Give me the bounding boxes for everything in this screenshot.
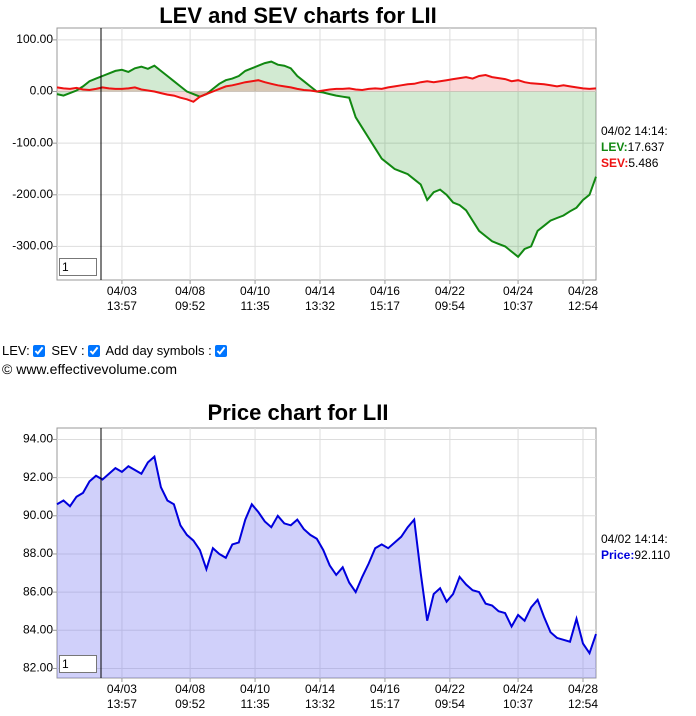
readout-label: LEV: <box>601 140 628 154</box>
day-symbols-checkbox[interactable] <box>214 345 227 357</box>
readout-value: 17.637 <box>628 140 665 154</box>
sev-checkbox[interactable] <box>87 345 100 357</box>
area <box>57 61 596 257</box>
plot-area <box>56 27 597 281</box>
x-tick-time: 09:54 <box>435 697 465 711</box>
line <box>56 60 597 259</box>
readout-time: 04/02 14:14: <box>601 124 668 138</box>
x-tick-time: 13:32 <box>305 299 335 313</box>
x-tick-time: 10:37 <box>503 697 533 711</box>
readout-label: SEV: <box>601 156 628 170</box>
y-tick-label: -200.00 <box>12 187 53 201</box>
x-tick-time: 09:52 <box>175 299 205 313</box>
y-tick-label: 88.00 <box>23 546 53 560</box>
x-tick-label: 04/28 <box>568 284 598 298</box>
x-tick-time: 15:17 <box>370 299 400 313</box>
readout-time: 04/02 14:14: <box>601 532 668 546</box>
area <box>57 75 596 102</box>
x-tick-time: 11:35 <box>240 299 269 313</box>
readout-value: 5.486 <box>628 156 658 170</box>
line <box>56 454 597 656</box>
control-label: SEV : <box>51 343 85 358</box>
copyright: © www.effectivevolume.com <box>2 361 178 377</box>
x-tick-label: 04/10 <box>240 284 270 298</box>
x-tick-label: 04/03 <box>107 284 137 298</box>
area <box>57 456 596 678</box>
chart-title: LEV and SEV charts for LII <box>159 3 437 28</box>
y-tick-label: -100.00 <box>12 135 53 149</box>
x-tick-label: 04/03 <box>107 682 137 696</box>
y-tick-label: 90.00 <box>23 508 53 522</box>
y-tick-label: -300.00 <box>12 239 53 253</box>
x-tick-label: 04/24 <box>503 682 533 696</box>
control-label: LEV: <box>2 343 30 358</box>
y-tick-label: 86.00 <box>23 584 53 598</box>
x-tick-label: 04/16 <box>370 682 400 696</box>
zoom-input[interactable]: 1 <box>59 258 97 276</box>
x-tick-time: 12:54 <box>568 697 598 711</box>
x-tick-label: 04/14 <box>305 682 335 696</box>
y-tick-label: 94.00 <box>23 432 53 446</box>
x-tick-label: 04/10 <box>240 682 270 696</box>
chart-title: Price chart for LII <box>208 400 389 425</box>
x-tick-label: 04/22 <box>435 284 465 298</box>
readout: LEV:17.637 <box>601 140 665 154</box>
readout-label: Price: <box>601 548 634 562</box>
x-tick-time: 10:37 <box>503 299 533 313</box>
y-tick-label: 100.00 <box>16 32 53 46</box>
x-tick-time: 13:57 <box>107 697 137 711</box>
x-tick-time: 09:54 <box>435 299 465 313</box>
readout: SEV:5.486 <box>601 156 659 170</box>
controls: LEV: SEV : Add day symbols : <box>2 343 230 358</box>
x-tick-time: 15:17 <box>370 697 400 711</box>
x-tick-time: 12:54 <box>568 299 598 313</box>
y-tick-label: 82.00 <box>23 661 53 675</box>
x-tick-time: 13:32 <box>305 697 335 711</box>
control-label: Add day symbols : <box>105 343 212 358</box>
x-tick-label: 04/22 <box>435 682 465 696</box>
x-tick-time: 11:35 <box>240 697 269 711</box>
line <box>56 73 597 103</box>
x-tick-label: 04/28 <box>568 682 598 696</box>
x-tick-label: 04/14 <box>305 284 335 298</box>
x-tick-label: 04/08 <box>175 682 205 696</box>
x-tick-time: 13:57 <box>107 299 137 313</box>
lev-checkbox[interactable] <box>32 345 45 357</box>
x-tick-label: 04/08 <box>175 284 205 298</box>
y-tick-label: 0.00 <box>30 84 54 98</box>
readout-value: 92.110 <box>634 548 670 562</box>
x-tick-label: 04/16 <box>370 284 400 298</box>
plot-area <box>56 427 597 679</box>
y-tick-label: 84.00 <box>23 622 53 636</box>
zoom-input[interactable]: 1 <box>59 655 97 673</box>
readout: Price:92.110 <box>601 548 670 562</box>
y-tick-label: 92.00 <box>23 470 53 484</box>
x-tick-time: 09:52 <box>175 697 205 711</box>
x-tick-label: 04/24 <box>503 284 533 298</box>
